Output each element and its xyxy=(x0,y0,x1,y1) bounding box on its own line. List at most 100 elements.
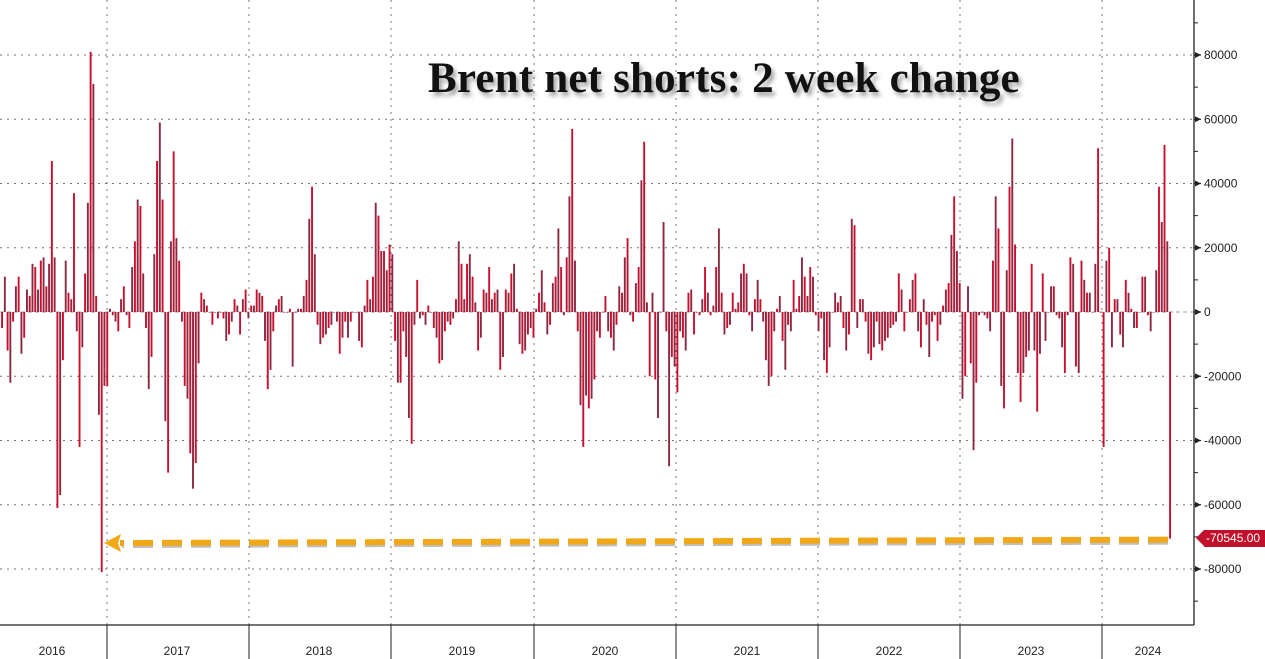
bar xyxy=(1063,312,1066,374)
bar xyxy=(784,312,787,370)
bar xyxy=(795,308,798,312)
bar xyxy=(878,312,881,345)
bar xyxy=(385,270,388,312)
bar xyxy=(50,161,53,312)
bar xyxy=(200,292,203,312)
bar xyxy=(388,244,391,312)
bar xyxy=(753,299,756,312)
bar xyxy=(1033,312,1036,351)
bar xyxy=(236,305,239,312)
bar xyxy=(192,312,194,489)
dashed-arrow-line xyxy=(119,536,1169,546)
bar xyxy=(582,312,585,447)
bar xyxy=(67,292,70,312)
bar xyxy=(133,241,136,312)
bar xyxy=(86,202,89,312)
bar xyxy=(488,267,491,312)
bar xyxy=(665,312,668,332)
bar xyxy=(626,238,629,312)
bar xyxy=(394,312,397,341)
bar xyxy=(471,276,474,312)
bar xyxy=(305,279,308,312)
bar xyxy=(554,276,557,312)
bar xyxy=(549,312,552,325)
bar xyxy=(117,312,120,332)
y-tick-arrow xyxy=(1195,309,1201,315)
bar xyxy=(73,193,75,312)
bar xyxy=(399,312,402,383)
bar xyxy=(316,312,319,325)
bar xyxy=(964,312,967,377)
bar xyxy=(258,292,261,312)
bar xyxy=(889,312,892,329)
bar xyxy=(1022,312,1025,374)
bar xyxy=(612,312,615,351)
bar xyxy=(275,305,278,312)
bar xyxy=(513,263,516,312)
bar xyxy=(972,312,975,451)
bar xyxy=(715,267,718,312)
bar xyxy=(53,257,56,312)
bar xyxy=(850,218,853,312)
bar xyxy=(1,312,3,329)
bar xyxy=(911,279,914,312)
bar xyxy=(604,295,607,312)
bar xyxy=(967,286,969,312)
bar xyxy=(806,295,809,312)
bar xyxy=(308,218,311,312)
y-tick-label: -60000 xyxy=(1204,498,1242,512)
bar xyxy=(435,312,438,338)
bar xyxy=(81,312,84,348)
bar xyxy=(770,312,773,377)
bar xyxy=(568,196,571,312)
bar xyxy=(39,260,42,312)
bar xyxy=(565,257,568,312)
y-tick-arrow xyxy=(1195,501,1201,508)
bar xyxy=(939,312,942,325)
bar xyxy=(460,263,463,312)
bar xyxy=(374,202,377,312)
bar xyxy=(208,312,211,313)
bar xyxy=(347,312,349,338)
bar xyxy=(778,295,781,312)
bar xyxy=(773,312,776,332)
bar xyxy=(1152,312,1155,313)
bar xyxy=(704,267,707,312)
bar xyxy=(637,267,640,312)
bar xyxy=(737,302,740,312)
bar xyxy=(45,286,48,312)
bar xyxy=(1003,312,1005,409)
bar xyxy=(499,312,502,370)
bar xyxy=(989,312,992,332)
bar xyxy=(953,196,956,312)
bar xyxy=(681,312,684,338)
bar xyxy=(875,312,878,322)
bar xyxy=(892,312,895,325)
bar xyxy=(97,312,100,415)
bar xyxy=(139,205,142,312)
bar xyxy=(1133,312,1136,329)
bar xyxy=(659,312,662,313)
bar xyxy=(1110,312,1113,348)
bar xyxy=(114,312,117,322)
bar xyxy=(3,276,6,312)
bar xyxy=(449,312,452,325)
bar xyxy=(228,312,230,335)
bar xyxy=(922,299,925,312)
bar xyxy=(731,292,734,312)
bar xyxy=(244,289,247,312)
y-tick-label: -40000 xyxy=(1204,434,1242,448)
bar xyxy=(590,312,593,399)
bar xyxy=(233,299,236,312)
bar xyxy=(380,250,383,312)
bar xyxy=(848,312,850,335)
bar xyxy=(477,312,480,351)
bar xyxy=(302,295,305,312)
bar xyxy=(360,312,363,348)
bar xyxy=(56,312,59,508)
bar xyxy=(585,312,587,396)
bar xyxy=(1008,186,1011,312)
bar xyxy=(432,312,435,329)
bar xyxy=(26,289,28,312)
bar xyxy=(42,257,45,312)
